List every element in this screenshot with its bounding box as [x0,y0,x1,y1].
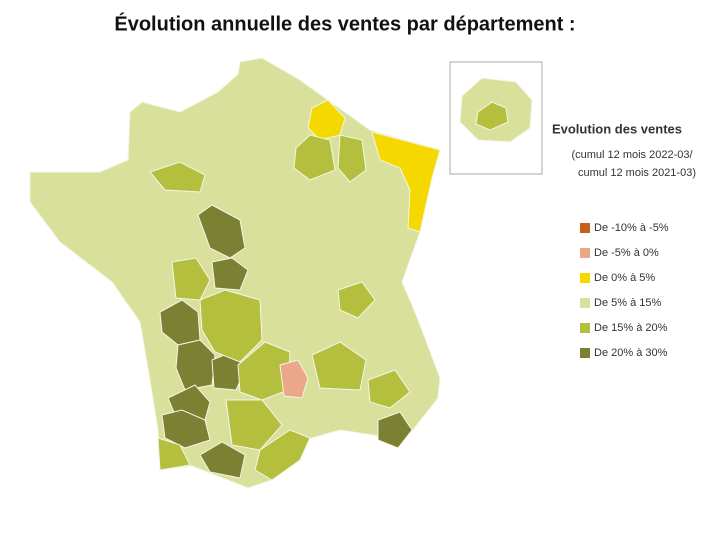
region [293,134,336,181]
region [199,441,246,479]
france-map [29,57,441,489]
legend-label: De -5% à 0% [594,247,659,259]
legend-swatch [580,273,590,283]
legend-label: De 20% à 30% [594,347,668,359]
inset-region [475,101,509,131]
region [311,341,367,391]
legend-label: De 15% à 20% [594,322,668,334]
legend-swatch [580,223,590,233]
title: Évolution annuelle des ventes par départ… [114,12,575,35]
region [199,289,263,363]
region [175,339,216,391]
legend-swatch [580,298,590,308]
legend-label: De -10% à -5% [594,222,669,234]
region [197,204,246,259]
region [157,437,191,471]
legend-label: De 5% à 15% [594,297,661,309]
inset-paris [449,61,543,175]
legend-label: De 0% à 5% [594,272,655,284]
legend-swatch [580,248,590,258]
region [171,257,211,301]
region [225,399,283,451]
region [367,369,411,409]
legend-swatch [580,323,590,333]
region [161,409,211,449]
region [211,257,249,291]
legend-subtitle: cumul 12 mois 2021-03) [578,167,696,179]
region [254,429,311,481]
region [279,359,309,399]
legend-subtitle: (cumul 12 mois 2022-03/ [571,149,693,161]
region [337,134,367,183]
region [149,161,206,193]
legend-title: Evolution des ventes [552,121,682,136]
region [377,411,413,449]
region [371,131,441,233]
legend: De -10% à -5% De -5% à 0% De 0% à 5% De 5% … [580,222,669,359]
region [337,281,376,319]
legend-swatch [580,348,590,358]
